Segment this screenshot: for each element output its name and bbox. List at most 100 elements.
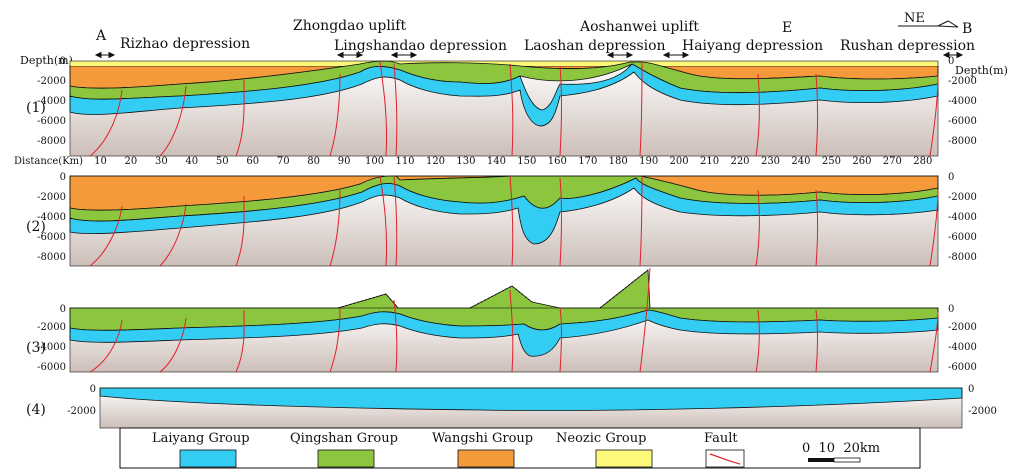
tick-label: -2000 <box>37 76 66 87</box>
tick-label: 0 <box>60 56 66 67</box>
tick-label: -4000 <box>37 212 66 223</box>
tick-label: 0 <box>948 56 954 67</box>
legend-label-laiyang: Laiyang Group <box>152 431 250 446</box>
panel-3: (3) 0 -2000 -4000 -6000 0 -2000 -4000 -6… <box>26 267 977 373</box>
neozoic-layer <box>70 61 938 66</box>
distance-tick-label: 140 <box>487 156 506 167</box>
laiyang-layer <box>99 387 963 411</box>
tick-label: -6000 <box>948 116 977 127</box>
distance-tick-label: 220 <box>730 156 749 167</box>
panel-frame <box>69 307 939 373</box>
distance-tick-label: 130 <box>456 156 475 167</box>
distance-tick-label: 70 <box>277 156 290 167</box>
tick-label: -8000 <box>948 252 977 263</box>
distance-tick-label: 20 <box>125 156 138 167</box>
depth-ticks-left: 0 -2000 -4000 -6000 -8000 <box>37 56 66 147</box>
depth-label-right: Depth(m) <box>955 64 1008 77</box>
unit-label-rushan: Rushan depression <box>840 38 975 54</box>
legend-swatch-laiyang <box>179 449 237 468</box>
tick-label: -2000 <box>37 322 66 333</box>
tick-label: 0 <box>60 304 66 315</box>
panel-label-2: (2) <box>26 219 46 235</box>
fault-symbol-icon <box>709 453 741 465</box>
tick-label: -4000 <box>948 212 977 223</box>
tick-label: -6000 <box>37 362 66 373</box>
distance-tick-label: 250 <box>822 156 841 167</box>
distance-label: Distance(Km) <box>14 156 83 167</box>
tick-label: -8000 <box>37 252 66 263</box>
point-b-label: B <box>962 21 972 37</box>
legend: Laiyang Group Qingshan Group Wangshi Gro… <box>119 427 921 469</box>
tick-label: -2000 <box>37 192 66 203</box>
legend-label-wangshi: Wangshi Group <box>432 431 533 446</box>
depth-ticks-right: 0 -2000 -4000 -6000 -8000 <box>948 56 977 147</box>
tick-label: -6000 <box>37 116 66 127</box>
legend-swatch-fault <box>705 449 745 468</box>
unit-label-laoshan: Laoshan depression <box>524 38 666 54</box>
distance-tick-label: 160 <box>548 156 567 167</box>
distance-tick-label: 240 <box>791 156 810 167</box>
laiyang-layer <box>69 177 939 245</box>
eroded-outline <box>337 269 649 309</box>
panel-1: (1) 0 -2000 -4000 -6000 -8000 0 -2000 -4… <box>26 56 977 157</box>
distance-tick-label: 190 <box>639 156 658 167</box>
panel-2: (2) 0 -2000 -4000 -6000 -8000 0 -2000 -4… <box>26 172 977 267</box>
depth-ticks-right: 0 -2000 <box>968 384 997 417</box>
tick-label: -2000 <box>968 406 997 417</box>
legend-swatch-wangshi <box>457 449 515 468</box>
fault-lines <box>89 175 939 267</box>
scale-label: 0 10 20km <box>802 441 880 456</box>
distance-tick-label: 230 <box>761 156 780 167</box>
depth-ticks-right: 0 -2000 -4000 -6000 <box>948 304 977 373</box>
tick-label: 0 <box>968 384 974 395</box>
distance-tick-label: 150 <box>517 156 536 167</box>
distance-tick-label: 110 <box>395 156 414 167</box>
scale-bar-open <box>833 457 861 463</box>
distance-tick-label: 280 <box>913 156 932 167</box>
tick-label: -6000 <box>37 232 66 243</box>
distance-tick-label: 120 <box>426 156 445 167</box>
legend-label-qingshan: Qingshan Group <box>290 431 398 446</box>
distance-tick-label: 210 <box>700 156 719 167</box>
distance-tick-label: 30 <box>155 156 168 167</box>
tick-label: 0 <box>90 384 96 395</box>
depth-ticks-left: 0 -2000 -4000 -6000 -8000 <box>37 172 66 263</box>
unit-label-zhongdao: Zhongdao uplift <box>293 18 406 34</box>
extent-arrows <box>94 51 964 59</box>
distance-tick-label: 90 <box>338 156 351 167</box>
tick-label: -8000 <box>37 136 66 147</box>
tick-label: -2000 <box>67 406 96 417</box>
distance-tick-label: 10 <box>94 156 107 167</box>
unit-label-aoshanwei: Aoshanwei uplift <box>579 19 699 35</box>
legend-swatch-neozic <box>595 449 653 468</box>
distance-tick-label: 80 <box>307 156 320 167</box>
tick-label: -4000 <box>37 96 66 107</box>
tick-label: -4000 <box>948 96 977 107</box>
point-e-label: E <box>782 20 792 36</box>
tick-label: 0 <box>948 172 954 183</box>
distance-tick-label: 200 <box>670 156 689 167</box>
distance-tick-label: 180 <box>609 156 628 167</box>
distance-tick-label: 60 <box>246 156 259 167</box>
panel-4: (4) 0 -2000 0 -2000 <box>26 384 997 429</box>
distance-tick-label: 40 <box>185 156 198 167</box>
legend-label-neozic: Neozic Group <box>556 431 646 446</box>
depth-ticks-left: 0 -2000 <box>67 384 96 417</box>
distance-tick-label: 270 <box>883 156 902 167</box>
tick-label: 0 <box>948 304 954 315</box>
unit-label-lingshandao: Lingshandao depression <box>334 38 507 54</box>
section-header: A Rizhao depression Zhongdao uplift Ling… <box>20 11 1008 77</box>
depth-ticks-left: 0 -2000 -4000 -6000 <box>37 304 66 373</box>
distance-tick-label: 50 <box>216 156 229 167</box>
panel-label-1: (1) <box>26 100 46 116</box>
unit-label-rizhao: Rizhao depression <box>120 36 250 52</box>
panel-frame <box>69 60 939 157</box>
panel-frame <box>69 175 939 267</box>
tick-label: -4000 <box>948 342 977 353</box>
scale-bar-solid <box>808 458 834 462</box>
distance-tick-label: 100 <box>365 156 384 167</box>
unit-label-haiyang: Haiyang depression <box>682 38 823 54</box>
tick-label: 0 <box>60 172 66 183</box>
tick-label: -6000 <box>948 232 977 243</box>
